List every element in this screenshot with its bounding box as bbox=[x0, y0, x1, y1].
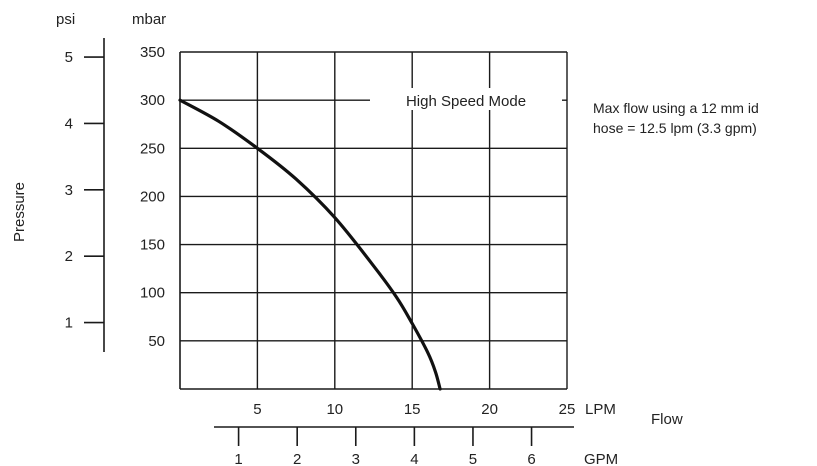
gpm-tick-label-5: 5 bbox=[469, 451, 477, 466]
series-label: High Speed Mode bbox=[406, 93, 526, 110]
gpm-tick-label-3: 3 bbox=[352, 451, 360, 466]
psi-tick-label-4: 4 bbox=[65, 115, 73, 132]
gpm-tick-label-6: 6 bbox=[527, 451, 535, 466]
tick-labels: 50 100 150 200 250 300 350 5 10 15 20 25 bbox=[140, 44, 575, 418]
gpm-axis: 1 2 3 4 5 6 bbox=[214, 426, 574, 466]
gpm-tick-label-4: 4 bbox=[410, 451, 418, 466]
y-tick-label-150: 150 bbox=[140, 237, 165, 254]
y-tick-label-100: 100 bbox=[140, 285, 165, 302]
mbar-unit-label: mbar bbox=[132, 11, 166, 28]
psi-unit-label: psi bbox=[56, 11, 75, 28]
psi-tick-label-2: 2 bbox=[65, 248, 73, 265]
series-line-high-speed-mode bbox=[178, 98, 442, 391]
y-tick-label-50: 50 bbox=[148, 333, 165, 350]
x-tick-label-25: 25 bbox=[559, 401, 576, 418]
y-tick-label-200: 200 bbox=[140, 188, 165, 205]
psi-axis: 1 2 3 4 5 bbox=[65, 38, 105, 352]
annotation-line-2: hose = 12.5 lpm (3.3 gpm) bbox=[593, 120, 757, 136]
y-axis-label: Pressure bbox=[11, 182, 28, 242]
annotation-line-1: Max flow using a 12 mm id bbox=[593, 100, 759, 116]
series-label-background bbox=[370, 88, 562, 110]
x-tick-label-10: 10 bbox=[326, 401, 343, 418]
gpm-tick-label-2: 2 bbox=[293, 451, 301, 466]
psi-tick-label-5: 5 bbox=[65, 49, 73, 66]
y-tick-label-250: 250 bbox=[140, 140, 165, 157]
x-tick-label-5: 5 bbox=[253, 401, 261, 418]
y-tick-label-350: 350 bbox=[140, 44, 165, 61]
gpm-unit-label: GPM bbox=[584, 451, 618, 466]
x-axis-label: Flow bbox=[651, 411, 683, 428]
gpm-tick-label-1: 1 bbox=[234, 451, 242, 466]
y-tick-label-300: 300 bbox=[140, 92, 165, 109]
x-tick-label-15: 15 bbox=[404, 401, 421, 418]
psi-tick-label-1: 1 bbox=[65, 315, 73, 332]
lpm-unit-label: LPM bbox=[585, 401, 616, 418]
x-tick-label-20: 20 bbox=[481, 401, 498, 418]
psi-tick-label-3: 3 bbox=[65, 182, 73, 199]
